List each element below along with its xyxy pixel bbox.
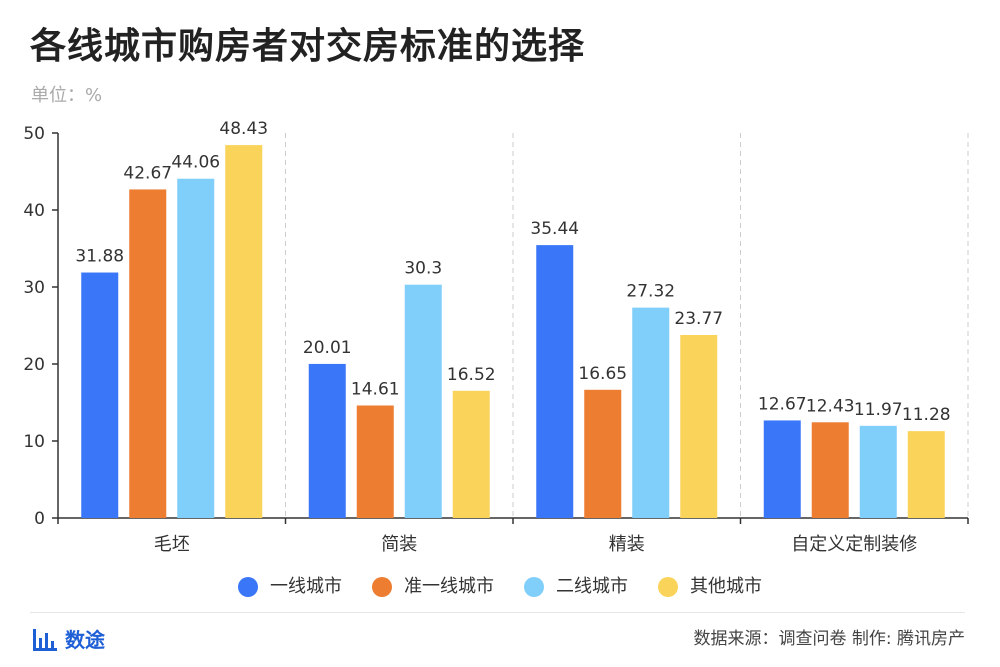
bar <box>584 389 622 518</box>
legend-item: 其他城市 <box>658 575 762 599</box>
unit-label: 单位：% <box>31 85 103 106</box>
bar <box>177 178 215 518</box>
bar-value-label: 31.88 <box>75 247 124 267</box>
bar <box>452 390 490 518</box>
x-category-label: 毛坯 <box>154 534 190 555</box>
legend-swatch <box>658 577 678 597</box>
x-category-label: 自定义定制装修 <box>791 534 917 555</box>
bar-value-label: 48.43 <box>219 119 268 139</box>
y-tick-label: 40 <box>23 201 45 221</box>
y-tick-label: 20 <box>23 355 45 375</box>
chart-title: 各线城市购房者对交房标准的选择 <box>30 26 586 67</box>
x-category-label: 简装 <box>381 534 417 555</box>
bar <box>81 272 119 518</box>
legend-label: 其他城市 <box>690 576 762 597</box>
bar-value-label: 35.44 <box>530 219 579 239</box>
legend-label: 准一线城市 <box>404 576 494 597</box>
bar <box>536 245 574 518</box>
bar <box>356 405 394 518</box>
bar-chart-icon <box>33 629 57 651</box>
bar-value-label: 14.61 <box>351 380 400 400</box>
legend-item: 二线城市 <box>524 575 628 599</box>
footer-divider <box>30 612 965 613</box>
bar <box>225 145 263 519</box>
bar-value-label: 16.52 <box>447 365 496 385</box>
legend-label: 一线城市 <box>270 576 342 597</box>
bar-value-label: 23.77 <box>674 309 723 329</box>
bar-value-label: 27.32 <box>626 282 675 302</box>
data-source: 数据来源：调查问卷 制作: 腾讯房产 <box>693 629 965 649</box>
legend-label: 二线城市 <box>556 576 628 597</box>
bar-value-label: 11.97 <box>854 400 903 420</box>
chart-legend: 一线城市 准一线城市 二线城市 其他城市 <box>0 575 1000 599</box>
bar-value-label: 11.28 <box>902 405 951 425</box>
legend-swatch <box>372 577 392 597</box>
x-category-label: 精装 <box>609 534 645 555</box>
bar <box>763 420 801 518</box>
bar-value-label: 16.65 <box>578 364 627 384</box>
legend-item: 准一线城市 <box>372 575 494 599</box>
bar-value-label: 44.06 <box>171 153 220 173</box>
bar-value-label: 20.01 <box>303 338 352 358</box>
legend-swatch <box>524 577 544 597</box>
bar <box>129 189 167 519</box>
brand-logo: 数途 <box>33 626 105 654</box>
bar-value-label: 30.3 <box>404 259 442 279</box>
bar <box>404 284 442 518</box>
legend-item: 一线城市 <box>238 575 342 599</box>
bar <box>680 334 718 518</box>
y-tick-label: 30 <box>23 278 45 298</box>
legend-swatch <box>238 577 258 597</box>
bar-value-label: 12.43 <box>806 396 855 416</box>
bar <box>907 431 945 518</box>
bar <box>632 307 670 518</box>
bar <box>308 363 346 518</box>
y-tick-label: 10 <box>23 432 45 452</box>
bar <box>859 425 897 518</box>
y-tick-label: 0 <box>34 509 45 529</box>
bar-value-label: 12.67 <box>758 394 807 414</box>
bar-value-label: 42.67 <box>123 163 172 183</box>
y-tick-label: 50 <box>23 124 45 144</box>
brand-name: 数途 <box>65 628 105 652</box>
bar <box>811 422 849 518</box>
